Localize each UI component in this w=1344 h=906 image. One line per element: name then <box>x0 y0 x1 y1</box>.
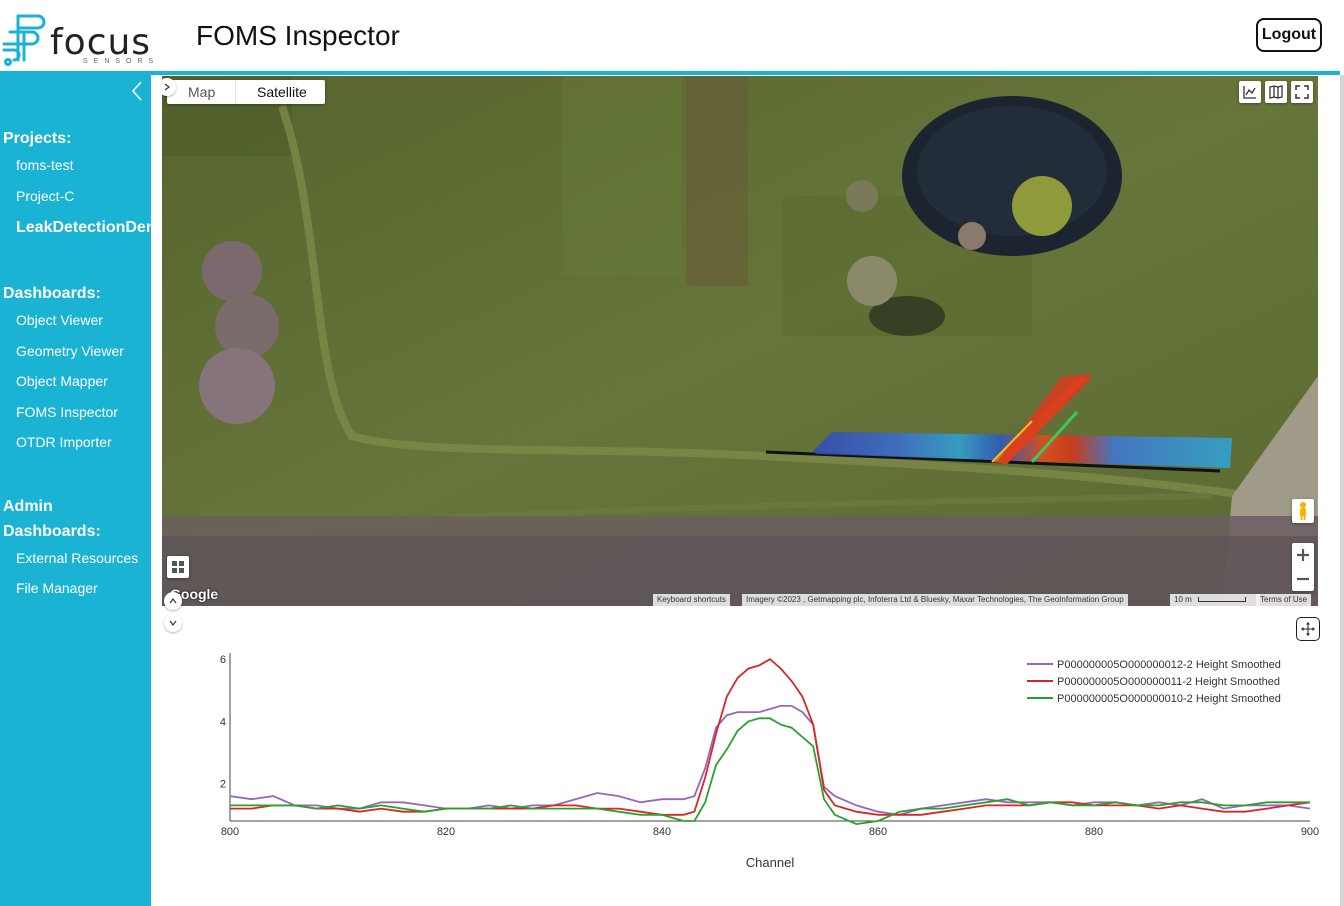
sidebar: Projects: foms-test Project-C LeakDetect… <box>0 75 151 906</box>
panel-down-button[interactable] <box>164 614 182 632</box>
sidebar-item-object-mapper[interactable]: Object Mapper <box>16 373 108 389</box>
chart-toggle-button[interactable] <box>1239 81 1261 103</box>
map-layers-button[interactable] <box>1265 81 1287 103</box>
series-line-0 <box>229 705 1311 816</box>
chart-pan-button[interactable] <box>1296 617 1320 641</box>
chevron-up-icon <box>169 598 177 604</box>
map-type-map-button[interactable]: Map <box>188 84 216 100</box>
map-type-satellite-button[interactable]: Satellite <box>235 80 325 104</box>
sidebar-item-project-c[interactable]: Project-C <box>16 188 75 204</box>
page-title: FOMS Inspector <box>196 20 400 51</box>
zoom-in-button[interactable] <box>1292 543 1314 567</box>
grid-icon <box>172 561 184 573</box>
logo-subtext: SENSORS <box>83 58 160 65</box>
zoom-out-button[interactable] <box>1292 567 1314 591</box>
terms-of-use-link[interactable]: Terms of Use <box>1256 594 1312 606</box>
fullscreen-icon <box>1295 85 1309 99</box>
height-chart: 2 4 6 800 820 840 860 880 900 Channel P000000005O0… <box>160 645 1320 885</box>
x-tick-label: 900 <box>1301 826 1319 838</box>
sidebar-item-object-viewer[interactable]: Object Viewer <box>16 312 103 328</box>
series-line-2 <box>230 717 1310 826</box>
logo-mark-icon <box>2 14 46 66</box>
logout-button[interactable]: Logout <box>1256 18 1322 52</box>
projects-heading: Projects: <box>3 130 72 147</box>
move-arrows-icon <box>1301 622 1315 636</box>
pegman-icon <box>1300 502 1306 520</box>
sidebar-item-foms-inspector[interactable]: FOMS Inspector <box>16 404 118 420</box>
sidebar-item-foms-test[interactable]: foms-test <box>16 157 74 173</box>
logo-wordmark: focus <box>50 22 152 63</box>
y-tick-label: 4 <box>220 716 226 728</box>
app-header: focus SENSORS FOMS Inspector Logout <box>0 0 1344 72</box>
sidebar-item-external-resources[interactable]: External Resources <box>16 550 139 566</box>
admin-dashboards-heading: Dashboards: <box>3 523 101 540</box>
map-scale: 10 m <box>1170 594 1260 606</box>
height-chart-svg[interactable]: 2 4 6 800 820 840 860 880 900 Channel P000000005O0… <box>160 645 1320 885</box>
zoom-controls <box>1292 543 1314 591</box>
y-tick-label: 2 <box>220 779 226 791</box>
map-scale-bar <box>1198 597 1247 603</box>
admin-heading: Admin <box>3 498 53 515</box>
legend-label-0: P000000005O000000012-2 Height Smoothed <box>1057 659 1281 671</box>
map-scale-label: 10 m <box>1174 595 1192 604</box>
x-tick-label: 840 <box>653 826 671 838</box>
x-tick-label: 860 <box>869 826 887 838</box>
panel-up-button[interactable] <box>164 592 182 610</box>
google-logo: Google <box>170 586 219 602</box>
legend-label-2: P000000005O000000010-2 Height Smoothed <box>1057 693 1281 705</box>
window-scrollbar[interactable] <box>1340 75 1344 906</box>
satellite-imagery <box>162 76 1318 606</box>
map-icon <box>1269 85 1283 99</box>
minus-icon <box>1297 577 1309 581</box>
legend-label-1: P000000005O000000011-2 Height Smoothed <box>1057 676 1280 688</box>
chevron-left-icon <box>131 81 142 101</box>
map-grid-button[interactable] <box>167 556 189 578</box>
map-type-toggle: Map Satellite <box>167 80 325 104</box>
street-view-pegman-button[interactable] <box>1292 499 1314 523</box>
focus-logo[interactable]: focus SENSORS <box>0 10 160 66</box>
sidebar-item-otdr-importer[interactable]: OTDR Importer <box>16 434 112 450</box>
collapse-sidebar-button[interactable] <box>128 79 146 103</box>
x-axis-label: Channel <box>746 855 795 870</box>
keyboard-shortcuts-link[interactable]: Keyboard shortcuts <box>653 594 730 606</box>
line-chart-icon <box>1243 86 1256 99</box>
x-tick-label: 880 <box>1085 826 1103 838</box>
sidebar-item-file-manager[interactable]: File Manager <box>16 580 98 596</box>
header-divider <box>0 71 1340 75</box>
satellite-map[interactable]: Map Satellite Google Key <box>162 76 1318 606</box>
plus-icon <box>1297 549 1309 561</box>
x-tick-label: 800 <box>221 826 239 838</box>
expand-panel-button[interactable] <box>162 78 176 96</box>
imagery-attribution: Imagery ©2023 , Getmapping plc, Infoterr… <box>742 594 1128 606</box>
chevron-right-icon <box>164 83 170 91</box>
fullscreen-button[interactable] <box>1291 81 1313 103</box>
y-tick-label: 6 <box>220 654 226 666</box>
x-tick-label: 820 <box>437 826 455 838</box>
sidebar-item-geometry-viewer[interactable]: Geometry Viewer <box>16 343 124 359</box>
dashboards-heading: Dashboards: <box>3 285 101 302</box>
sidebar-item-leak-detection-demo[interactable]: LeakDetectionDemo <box>16 219 151 236</box>
chevron-down-icon <box>169 620 177 626</box>
